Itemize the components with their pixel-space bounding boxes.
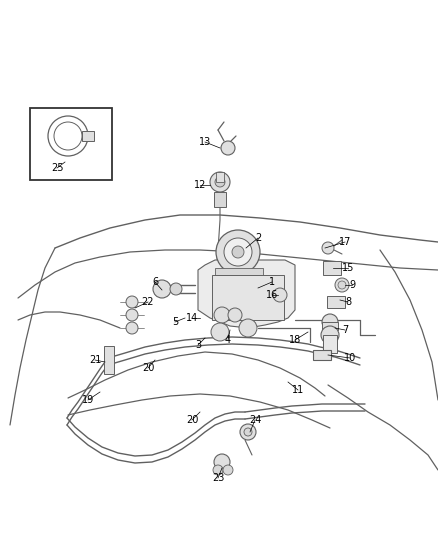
Circle shape	[214, 454, 230, 470]
Circle shape	[240, 424, 256, 440]
Bar	[214, 192, 226, 207]
Text: 23: 23	[212, 473, 224, 483]
Text: 15: 15	[342, 263, 354, 273]
Text: 10: 10	[344, 353, 356, 363]
Text: 2: 2	[255, 233, 261, 243]
Bar	[313, 350, 331, 360]
Circle shape	[214, 307, 230, 323]
Circle shape	[170, 283, 182, 295]
Text: 13: 13	[199, 137, 211, 147]
Circle shape	[210, 172, 230, 192]
Circle shape	[232, 246, 244, 258]
Circle shape	[228, 308, 242, 322]
Bar	[82, 131, 94, 141]
Text: 5: 5	[172, 317, 178, 327]
Circle shape	[54, 122, 82, 150]
Circle shape	[215, 177, 225, 187]
Text: 19: 19	[82, 395, 94, 405]
Text: 12: 12	[194, 180, 206, 190]
Text: 24: 24	[249, 415, 261, 425]
Circle shape	[321, 326, 339, 344]
Text: 16: 16	[266, 290, 278, 300]
Circle shape	[211, 323, 229, 341]
Text: 17: 17	[339, 237, 351, 247]
Circle shape	[239, 319, 257, 337]
Circle shape	[221, 141, 235, 155]
Text: 11: 11	[292, 385, 304, 395]
Circle shape	[244, 428, 252, 436]
Bar	[323, 261, 341, 275]
Text: 25: 25	[51, 163, 63, 173]
Circle shape	[216, 230, 260, 274]
Text: 21: 21	[89, 355, 101, 365]
Bar	[104, 346, 114, 374]
Bar	[215, 268, 263, 276]
Text: 22: 22	[142, 297, 154, 307]
Polygon shape	[198, 260, 295, 328]
Text: 8: 8	[345, 297, 351, 307]
Circle shape	[273, 288, 287, 302]
Text: 14: 14	[186, 313, 198, 323]
Circle shape	[322, 314, 338, 330]
Text: 20: 20	[186, 415, 198, 425]
Text: 20: 20	[142, 363, 154, 373]
Circle shape	[224, 238, 252, 266]
Bar	[323, 335, 337, 353]
Circle shape	[338, 281, 346, 289]
Bar	[327, 296, 345, 308]
Circle shape	[223, 465, 233, 475]
Circle shape	[48, 116, 88, 156]
Text: 4: 4	[225, 335, 231, 345]
Text: 7: 7	[342, 325, 348, 335]
Circle shape	[126, 296, 138, 308]
Circle shape	[335, 278, 349, 292]
Text: 6: 6	[152, 277, 158, 287]
Bar	[216, 172, 224, 182]
Text: 18: 18	[289, 335, 301, 345]
Circle shape	[126, 309, 138, 321]
Circle shape	[126, 322, 138, 334]
Circle shape	[322, 242, 334, 254]
Text: 3: 3	[195, 340, 201, 350]
Circle shape	[213, 465, 223, 475]
Text: 9: 9	[349, 280, 355, 290]
Circle shape	[153, 280, 171, 298]
Bar	[30, 108, 112, 180]
Bar	[212, 275, 284, 320]
Bar	[322, 322, 338, 330]
Text: 1: 1	[269, 277, 275, 287]
